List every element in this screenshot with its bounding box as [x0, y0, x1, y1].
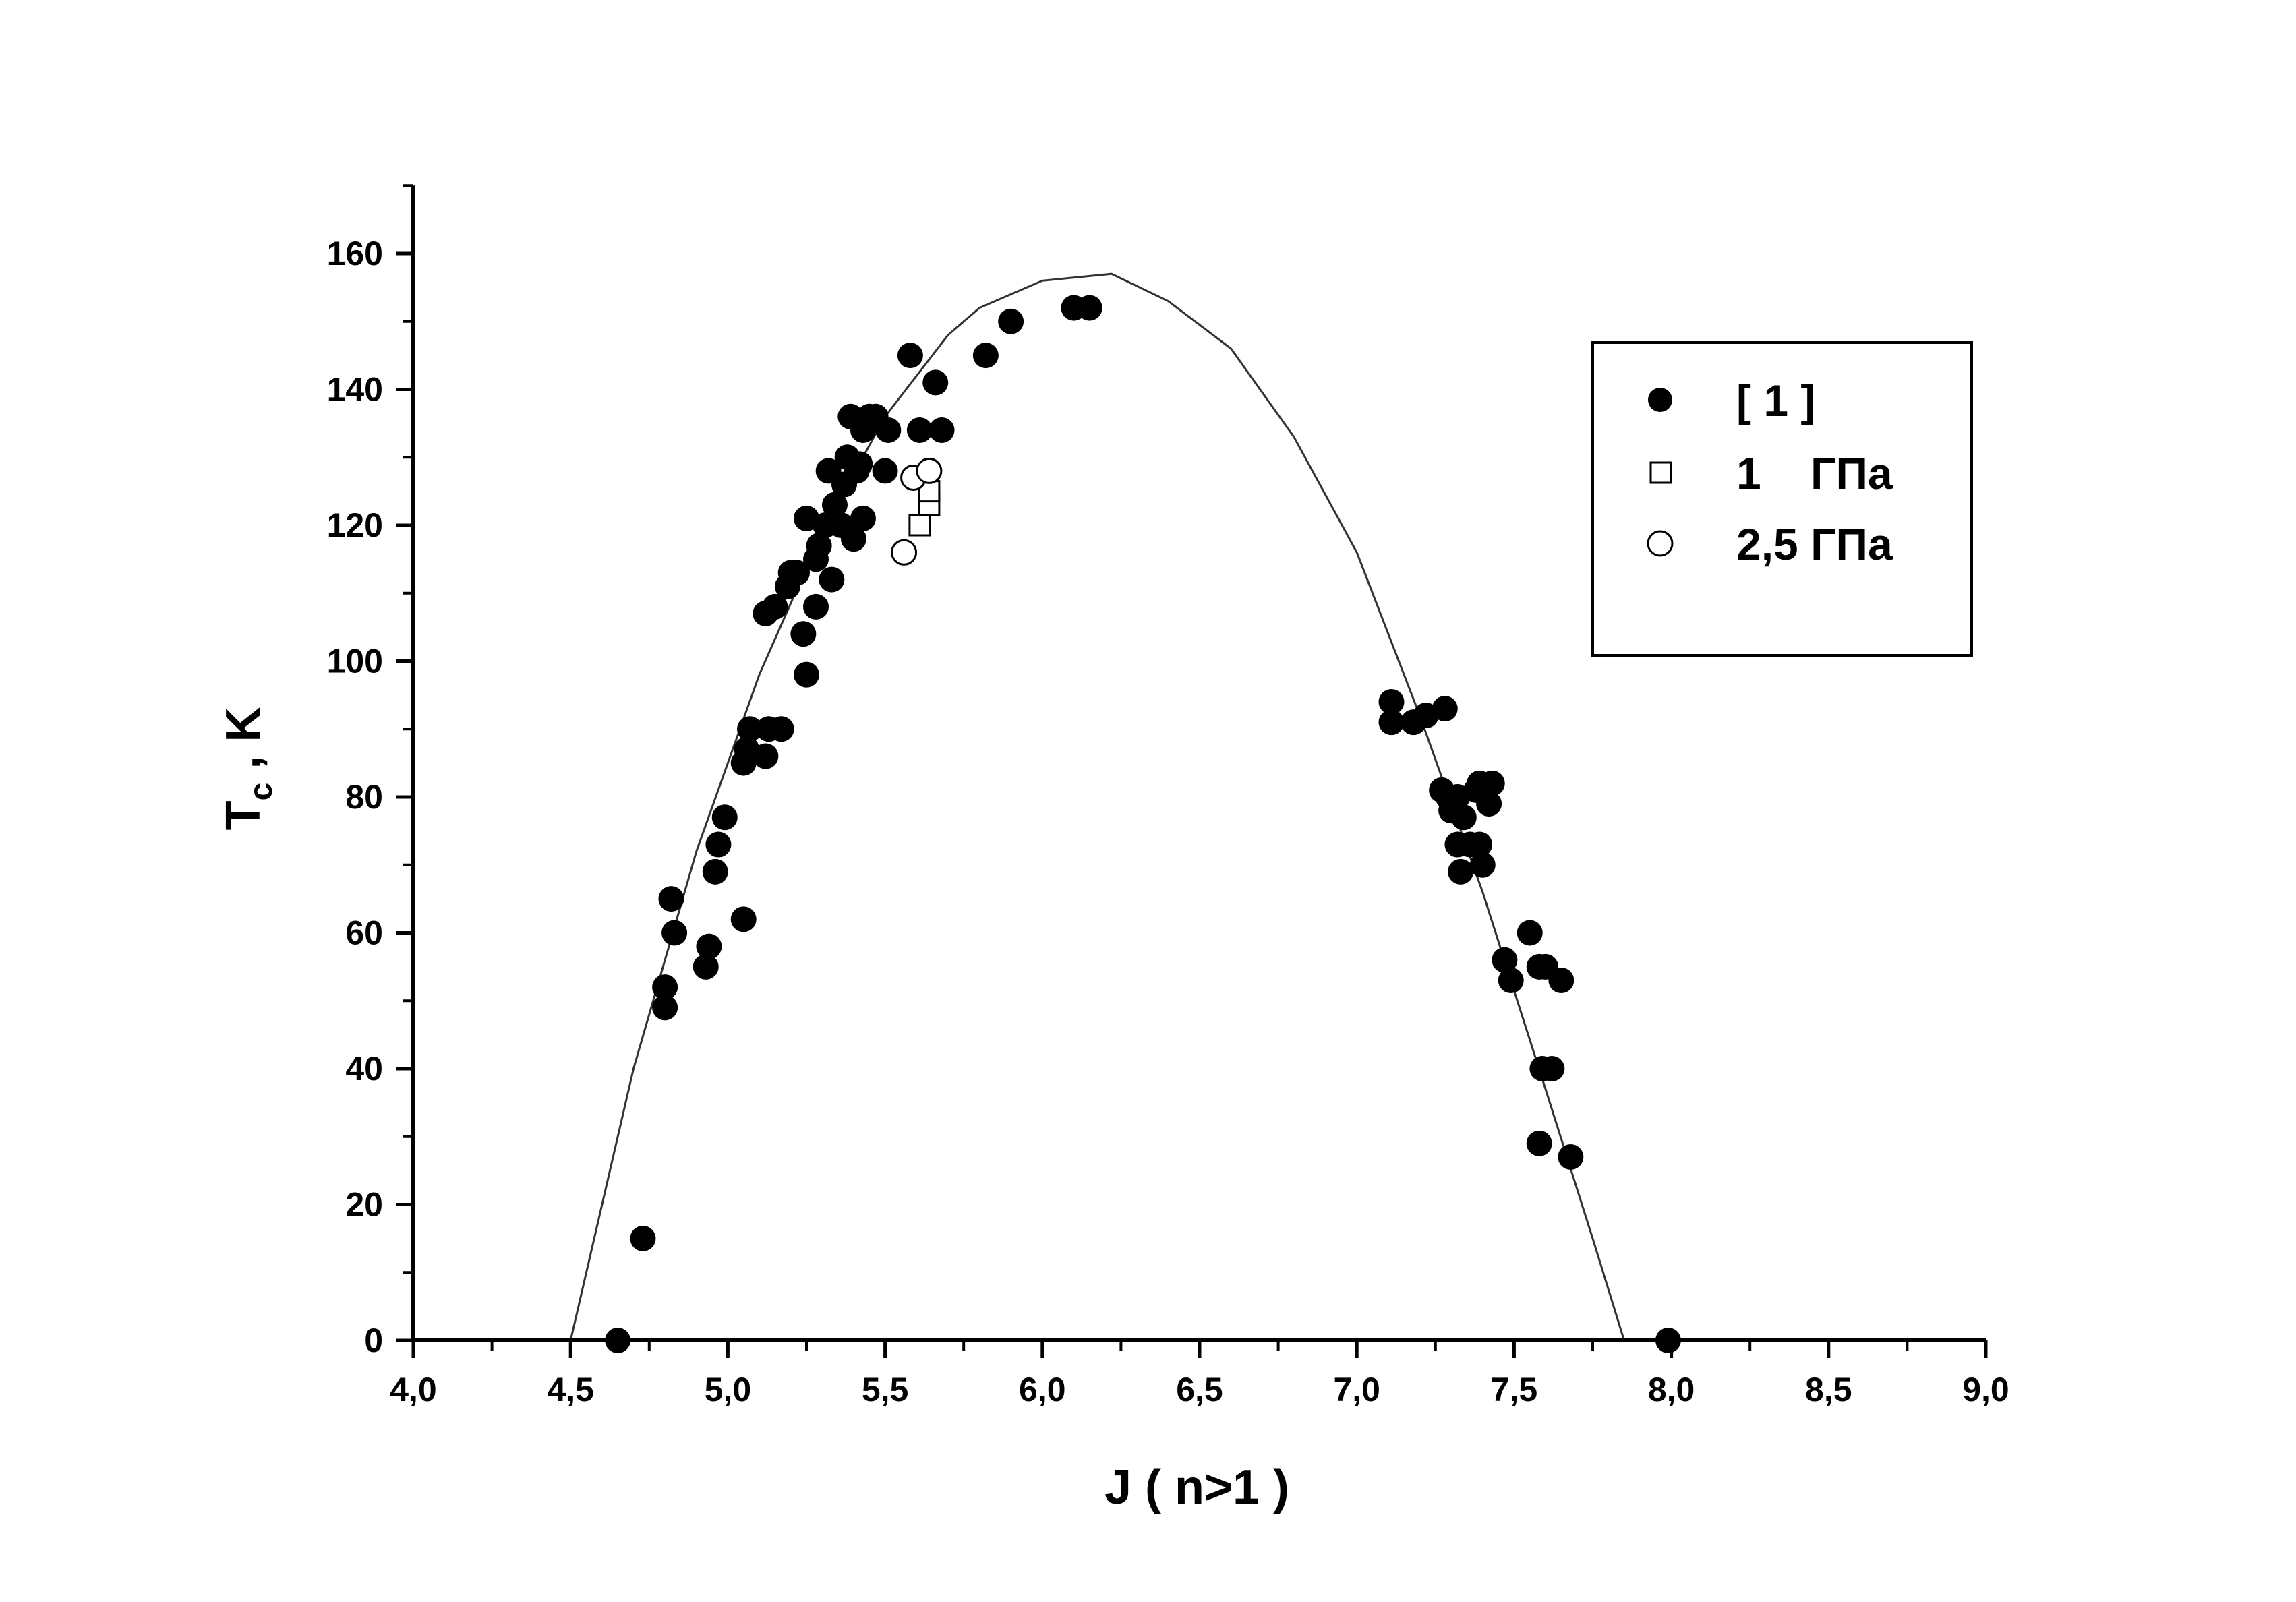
y-tick-label: 100 — [327, 643, 383, 680]
data-point-series-1 — [658, 886, 684, 912]
data-point-series-1 — [652, 974, 678, 1001]
data-point-series-1 — [661, 920, 688, 946]
legend-marker-open-circle — [1647, 530, 1674, 557]
data-point-series-1 — [972, 343, 999, 369]
data-point-series-1 — [652, 995, 678, 1021]
y-axis-title: Tc , K — [216, 707, 279, 831]
data-point-series-1 — [768, 716, 794, 742]
data-point-series-1 — [806, 533, 832, 559]
data-point-series-1 — [821, 492, 848, 518]
data-point-series-1 — [1517, 920, 1543, 946]
data-point-series-1 — [630, 1225, 656, 1251]
fit-curve-line — [569, 272, 1626, 1341]
data-point-series-1 — [730, 906, 757, 932]
y-tick-label: 160 — [327, 235, 383, 272]
data-point-series-1 — [1448, 858, 1474, 885]
data-point-series-1 — [702, 858, 728, 885]
data-point-series-1 — [784, 560, 811, 586]
data-point-series-1 — [922, 369, 949, 396]
data-point-series-1 — [1548, 968, 1574, 994]
data-point-series-1 — [1479, 770, 1505, 796]
legend-marker-filled-circle — [1648, 388, 1672, 412]
legend-marker-open-square — [1649, 461, 1672, 484]
x-tick-label: 7,0 — [1333, 1371, 1380, 1408]
data-point-series-1 — [1476, 791, 1502, 817]
legend-label-series-3: 2,5 ГПа — [1736, 519, 1893, 569]
legend-label-series-1: [ 1 ] — [1736, 376, 1815, 425]
data-point-series-1 — [794, 661, 819, 688]
data-point-series-1 — [998, 308, 1024, 334]
data-point-series-1 — [1469, 852, 1496, 878]
legend-label-series-2: 1 ГПа — [1736, 448, 1893, 498]
x-tick-label: 8,0 — [1648, 1371, 1695, 1408]
fit-curve-layer — [569, 272, 1626, 1341]
data-point-series-1 — [696, 933, 722, 959]
data-point-series-3 — [891, 539, 918, 566]
x-tick-label: 7,5 — [1491, 1371, 1538, 1408]
data-point-series-1 — [705, 831, 732, 858]
data-point-series-1 — [872, 458, 898, 484]
data-point-series-2 — [908, 514, 931, 537]
data-point-series-1 — [605, 1328, 631, 1353]
data-point-series-1 — [802, 593, 829, 620]
x-tick-label: 6,5 — [1176, 1371, 1223, 1408]
data-point-series-1 — [790, 621, 817, 647]
data-point-series-1 — [711, 804, 738, 831]
axes — [396, 184, 1988, 1358]
data-point-series-1 — [1492, 947, 1518, 973]
legend: [ 1 ] 1 ГПа 2,5 ГПа — [1591, 341, 1973, 657]
y-tick-labels: 0 20 40 60 80 100 120 140 160 — [327, 235, 383, 1359]
x-tick-label: 5,0 — [705, 1371, 752, 1408]
data-point-series-1 — [1378, 688, 1405, 715]
data-point-series-1 — [1526, 1130, 1552, 1156]
y-axis-title-tail: , K — [216, 707, 270, 783]
y-tick-label: 60 — [345, 914, 383, 952]
y-tick-label: 80 — [345, 778, 383, 816]
data-point-series-1 — [850, 505, 876, 531]
data-point-series-1 — [1558, 1144, 1584, 1170]
data-point-series-1 — [753, 743, 779, 769]
data-point-series-1 — [897, 343, 923, 369]
data-point-series-1 — [737, 716, 763, 742]
y-axis-title-main: T — [216, 800, 270, 830]
data-point-series-1 — [762, 593, 788, 620]
y-tick-label: 40 — [345, 1050, 383, 1088]
data-point-series-1 — [840, 526, 866, 552]
data-point-series-1 — [819, 566, 845, 593]
y-tick-label: 20 — [345, 1186, 383, 1224]
data-point-series-1 — [693, 953, 719, 980]
data-point-series-1 — [1378, 709, 1405, 736]
x-axis-title: J ( n>1 ) — [1105, 1460, 1289, 1514]
data-point-series-1 — [875, 417, 902, 443]
y-tick-label: 140 — [327, 371, 383, 409]
x-tick-label: 4,0 — [390, 1371, 437, 1408]
x-tick-label: 9,0 — [1962, 1371, 2009, 1408]
data-point-series-1 — [1432, 696, 1458, 722]
data-points — [605, 295, 1681, 1353]
y-axis-title-subscript: c — [243, 783, 279, 801]
y-tick-label: 0 — [364, 1322, 383, 1359]
data-point-series-1 — [1539, 1056, 1565, 1081]
data-point-series-1 — [929, 417, 955, 443]
x-tick-label: 4,5 — [547, 1371, 594, 1408]
data-point-series-1 — [847, 451, 873, 477]
data-point-series-1 — [1498, 968, 1524, 994]
data-point-series-1 — [1467, 831, 1493, 858]
y-tick-label: 120 — [327, 506, 383, 544]
data-point-series-1 — [906, 417, 933, 443]
x-tick-label: 8,5 — [1805, 1371, 1852, 1408]
data-point-series-1 — [1450, 804, 1477, 831]
x-tick-label: 6,0 — [1019, 1371, 1066, 1408]
x-tick-labels: 4,0 4,5 5,0 5,5 6,0 6,5 7,0 7,5 8,0 8,5 9,0 — [390, 1371, 2009, 1408]
x-tick-label: 5,5 — [862, 1371, 909, 1408]
data-point-series-3 — [916, 457, 943, 484]
data-point-series-1 — [1655, 1328, 1681, 1353]
data-point-series-1 — [1076, 295, 1102, 321]
